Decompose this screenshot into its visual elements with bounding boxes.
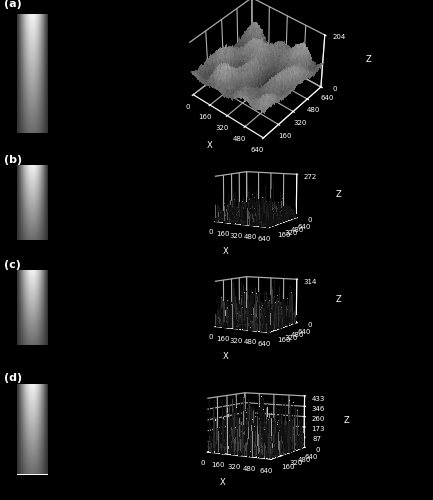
X-axis label: X: X	[223, 352, 228, 361]
Text: (d): (d)	[4, 374, 23, 384]
X-axis label: X: X	[223, 247, 228, 256]
Text: (a): (a)	[4, 0, 22, 10]
X-axis label: X: X	[207, 141, 212, 150]
X-axis label: X: X	[220, 478, 226, 487]
Text: (c): (c)	[4, 260, 21, 270]
Text: (b): (b)	[4, 156, 23, 166]
